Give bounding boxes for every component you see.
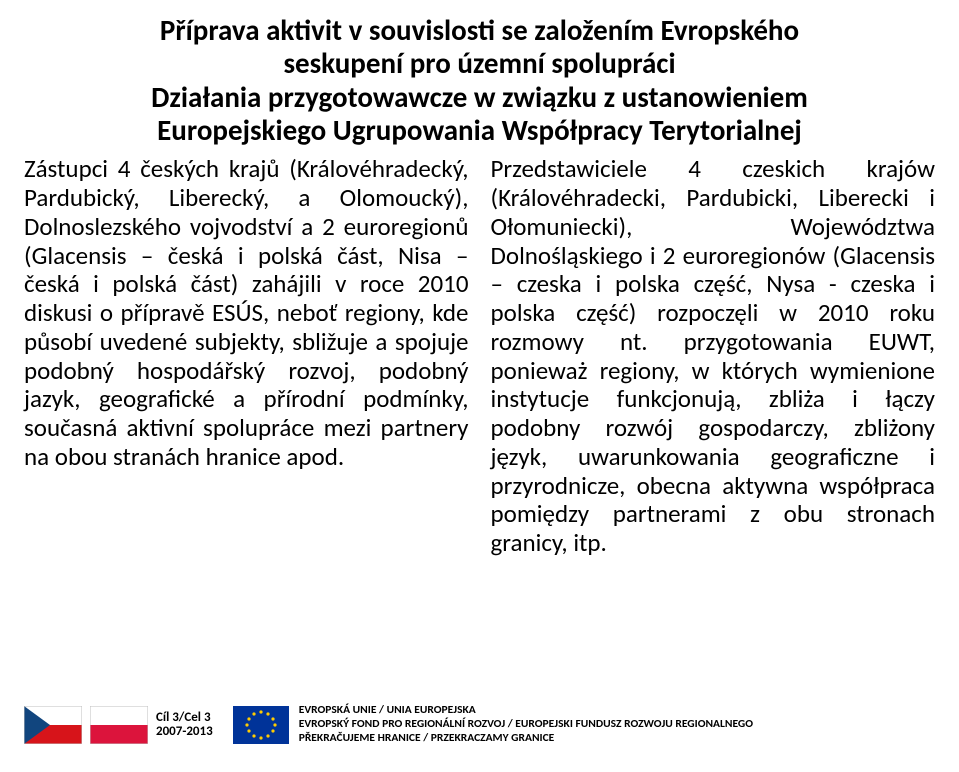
footer-logos: Cíl 3/Cel 3 2007-2013 EVROPSKÁ UN xyxy=(0,688,959,772)
flag-cz-icon xyxy=(24,706,82,744)
body-right-column: Przedstawiciele 4 czeskich krajów (Králo… xyxy=(491,155,936,558)
czpl-line-1: Cíl 3/Cel 3 xyxy=(156,711,213,725)
title-line-1: Příprava aktivit v souvislosti se založe… xyxy=(24,14,935,47)
eu-logo-block: EVROPSKÁ UNIE / UNIA EUROPEJSKA EVROPSKÝ… xyxy=(233,704,753,745)
title-line-4: Europejskiego Ugrupowania Współpracy Ter… xyxy=(24,114,935,147)
flag-pl-icon xyxy=(90,706,148,744)
slide-page: Příprava aktivit v souvislosti se založe… xyxy=(0,0,959,772)
eu-text-block: EVROPSKÁ UNIE / UNIA EUROPEJSKA EVROPSKÝ… xyxy=(299,704,753,745)
eu-flag-icon xyxy=(233,706,289,744)
title-line-3: Działania przygotowawcze w związku z ust… xyxy=(24,81,935,114)
eu-text-line-3: PŘEKRAČUJEME HRANICE / PRZEKRACZAMY GRAN… xyxy=(299,732,753,746)
title-line-2: seskupení pro územní spolupráci xyxy=(24,47,935,80)
czpl-line-2: 2007-2013 xyxy=(156,725,213,739)
body-columns: Zástupci 4 českých krajů (Královéhradeck… xyxy=(24,155,935,558)
eu-text-line-2: EVROPSKÝ FOND PRO REGIONÁLNÍ ROZVOJ / EU… xyxy=(299,718,753,732)
body-left-column: Zástupci 4 českých krajů (Královéhradeck… xyxy=(24,155,469,558)
title-block: Příprava aktivit v souvislosti se založe… xyxy=(24,14,935,147)
czpl-program-label: Cíl 3/Cel 3 2007-2013 xyxy=(156,711,213,738)
czpl-logo: Cíl 3/Cel 3 2007-2013 xyxy=(24,706,213,744)
